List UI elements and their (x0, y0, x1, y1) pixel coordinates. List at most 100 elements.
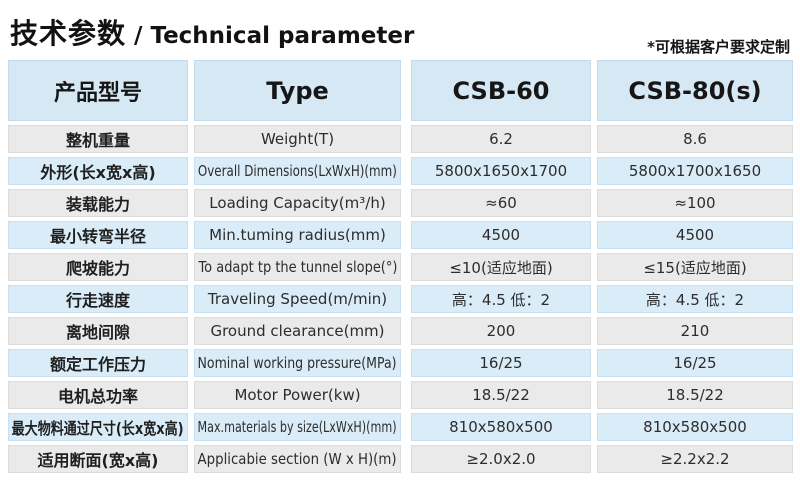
csb80-value-cell: 4500 (597, 221, 793, 249)
csb60-value-cell: 4500 (411, 221, 591, 249)
cn-label: 整机重量 (65, 131, 130, 150)
cn-label-cell: 离地间隙 (8, 317, 188, 345)
csb80-value: 16/25 (673, 354, 717, 372)
en-label: Max.materials by size(LxWxH)(mm) (198, 418, 398, 436)
en-label-cell: Motor Power(kw) (194, 381, 401, 409)
en-label: Traveling Speed(m/min) (207, 290, 388, 308)
en-label: Overall Dimensions(LxWxH)(mm) (198, 162, 397, 180)
en-label: To adapt tp the tunnel slope(°) (198, 258, 397, 276)
csb80-value-cell: 18.5/22 (597, 381, 793, 409)
csb60-value: 18.5/22 (472, 386, 530, 404)
csb80-value-cell: 5800x1700x1650 (597, 157, 793, 185)
csb60-value: 高：4.5 低：2 (451, 290, 551, 309)
header-csb80-label: CSB-80(s) (628, 76, 762, 105)
en-label-cell: Min.tuming radius(mm) (194, 221, 401, 249)
cn-label: 爬坡能力 (65, 259, 130, 278)
en-label: Min.tuming radius(mm) (209, 226, 386, 244)
csb80-value-cell: ≤15(适应地面) (597, 253, 793, 281)
en-label: Applicabie section (W x H)(m) (198, 450, 398, 468)
csb60-value-cell: 5800x1650x1700 (411, 157, 591, 185)
cn-label-cell: 适用断面(宽x高) (8, 445, 188, 473)
table-row-working-pressure: 额定工作压力 Nominal working pressure(MPa) 16/… (8, 349, 793, 377)
csb60-value-cell: ≈60 (411, 189, 591, 217)
cn-label: 最大物料通过尺寸(长x宽x高) (12, 419, 184, 438)
csb80-value-cell: 810x580x500 (597, 413, 793, 441)
csb60-value: 4500 (481, 226, 521, 244)
cn-label: 额定工作压力 (49, 355, 146, 374)
cn-label: 行走速度 (65, 291, 130, 310)
header-product-model-label: 产品型号 (53, 80, 142, 106)
page-title: 技术参数 / Technical parameter (10, 12, 414, 52)
cn-label-cell: 最小转弯半径 (8, 221, 188, 249)
cn-label: 外形(长x宽x高) (40, 163, 156, 182)
header-type: Type (194, 60, 401, 121)
csb80-value: 18.5/22 (666, 386, 724, 404)
header-row: 产品型号 Type CSB-60 CSB-80(s) (8, 60, 793, 121)
cn-label-cell: 最大物料通过尺寸(长x宽x高) (8, 413, 188, 441)
csb60-value-cell: 810x580x500 (411, 413, 591, 441)
en-label-cell: Applicabie section (W x H)(m) (194, 445, 401, 473)
table-row-loading-capacity: 装载能力 Loading Capacity(m³/h) ≈60 ≈100 (8, 189, 793, 217)
table-row-slope: 爬坡能力 To adapt tp the tunnel slope(°) ≤10… (8, 253, 793, 281)
table-row-applicable-section: 适用断面(宽x高) Applicabie section (W x H)(m) … (8, 445, 793, 473)
csb80-value-cell: 16/25 (597, 349, 793, 377)
csb80-value: 高：4.5 低：2 (645, 290, 745, 309)
csb80-value: ≈100 (674, 194, 716, 212)
en-label-cell: Max.materials by size(LxWxH)(mm) (194, 413, 401, 441)
csb60-value: ≥2.0x2.0 (466, 450, 536, 468)
en-label-cell: Weight(T) (194, 125, 401, 153)
cn-label-cell: 额定工作压力 (8, 349, 188, 377)
cn-label-cell: 爬坡能力 (8, 253, 188, 281)
csb80-value: 4500 (675, 226, 715, 244)
table-row-weight: 整机重量 Weight(T) 6.2 8.6 (8, 125, 793, 153)
csb60-value-cell: 18.5/22 (411, 381, 591, 409)
title-separator: / (126, 23, 151, 49)
en-label-cell: Loading Capacity(m³/h) (194, 189, 401, 217)
csb80-value: 210 (680, 322, 710, 340)
csb80-value-cell: 高：4.5 低：2 (597, 285, 793, 313)
header-csb60: CSB-60 (411, 60, 591, 121)
header-csb60-label: CSB-60 (452, 76, 550, 105)
table-row-turning-radius: 最小转弯半径 Min.tuming radius(mm) 4500 4500 (8, 221, 793, 249)
en-label-cell: To adapt tp the tunnel slope(°) (194, 253, 401, 281)
table-row-traveling-speed: 行走速度 Traveling Speed(m/min) 高：4.5 低：2 高：… (8, 285, 793, 313)
title-en: Technical parameter (150, 23, 415, 49)
csb60-value-cell: 16/25 (411, 349, 591, 377)
cn-label: 适用断面(宽x高) (37, 451, 159, 470)
csb60-value: 810x580x500 (449, 418, 553, 436)
csb60-value-cell: ≤10(适应地面) (411, 253, 591, 281)
en-label: Ground clearance(mm) (210, 322, 385, 340)
csb80-value-cell: ≥2.2x2.2 (597, 445, 793, 473)
cn-label-cell: 外形(长x宽x高) (8, 157, 188, 185)
en-label: Nominal working pressure(MPa) (198, 354, 398, 372)
csb80-value-cell: ≈100 (597, 189, 793, 217)
cn-label-cell: 电机总功率 (8, 381, 188, 409)
cn-label-cell: 行走速度 (8, 285, 188, 313)
table-row-motor-power: 电机总功率 Motor Power(kw) 18.5/22 18.5/22 (8, 381, 793, 409)
customization-note: *可根据客户要求定制 (647, 38, 790, 56)
header-type-label: Type (266, 76, 329, 105)
spec-table: 产品型号 Type CSB-60 CSB-80(s) 整机重量 Weight(T… (8, 60, 793, 477)
csb80-value: 8.6 (683, 130, 707, 148)
csb80-value: 810x580x500 (643, 418, 747, 436)
csb60-value: 6.2 (489, 130, 513, 148)
en-label: Weight(T) (260, 130, 335, 148)
csb80-value-cell: 210 (597, 317, 793, 345)
csb80-value: ≥2.2x2.2 (660, 450, 730, 468)
cn-label: 最小转弯半径 (49, 227, 146, 246)
csb60-value: ≈60 (485, 194, 517, 212)
en-label-cell: Ground clearance(mm) (194, 317, 401, 345)
csb80-value: ≤15(适应地面) (643, 258, 747, 277)
csb80-value: 5800x1700x1650 (628, 162, 762, 180)
csb60-value: 200 (486, 322, 516, 340)
table-row-dimensions: 外形(长x宽x高) Overall Dimensions(LxWxH)(mm) … (8, 157, 793, 185)
en-label: Loading Capacity(m³/h) (209, 194, 386, 212)
header-product-model: 产品型号 (8, 60, 188, 121)
csb60-value: ≤10(适应地面) (449, 258, 553, 277)
table-row-ground-clearance: 离地间隙 Ground clearance(mm) 200 210 (8, 317, 793, 345)
en-label-cell: Overall Dimensions(LxWxH)(mm) (194, 157, 401, 185)
csb60-value-cell: ≥2.0x2.0 (411, 445, 591, 473)
csb60-value-cell: 高：4.5 低：2 (411, 285, 591, 313)
table-row-max-material-size: 最大物料通过尺寸(长x宽x高) Max.materials by size(Lx… (8, 413, 793, 441)
